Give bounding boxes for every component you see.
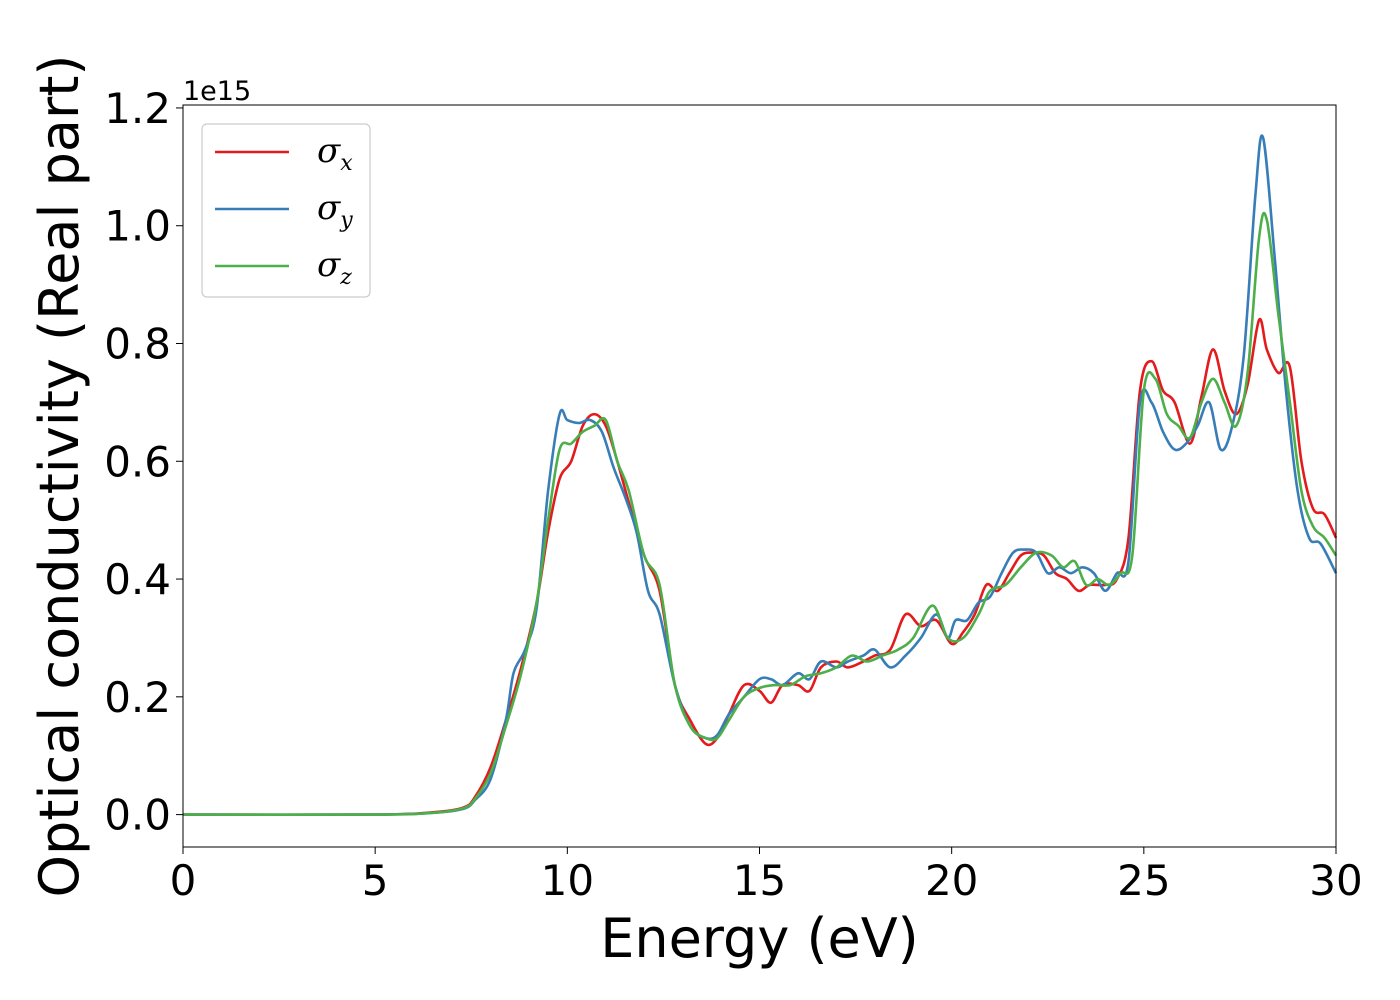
x-tick-label: 15: [733, 856, 786, 905]
x-axis-label: Energy (eV): [600, 907, 919, 970]
series-line-z: [182, 211, 1338, 817]
y-tick-label: 1.0: [104, 202, 171, 251]
y-tick-label: 0.0: [104, 791, 171, 840]
series-line-y: [182, 134, 1338, 817]
x-axis-ticks: 0 5 10 15 20 25 30: [170, 847, 1363, 905]
y-tick-label: 0.6: [104, 437, 171, 486]
x-tick-label: 0: [170, 856, 197, 905]
series-line-x: [182, 317, 1338, 817]
y-axis-offset-text: 1e15: [183, 76, 251, 107]
x-tick-label: 25: [1117, 856, 1170, 905]
x-tick-label: 10: [541, 856, 594, 905]
y-tick-label: 0.8: [104, 320, 171, 369]
y-axis-label: Optical conductivity (Real part): [28, 55, 91, 898]
y-tick-label: 1.2: [104, 84, 171, 133]
series-layer: [182, 134, 1338, 817]
y-tick-label: 0.2: [104, 673, 171, 722]
x-tick-label: 30: [1309, 856, 1362, 905]
y-tick-label: 0.4: [104, 555, 171, 604]
x-tick-label: 20: [925, 856, 978, 905]
legend-box: [201, 123, 371, 298]
y-axis-ticks: 0.0 0.2 0.4 0.6 0.8 1.0 1.2: [104, 84, 183, 840]
x-tick-label: 5: [362, 856, 389, 905]
